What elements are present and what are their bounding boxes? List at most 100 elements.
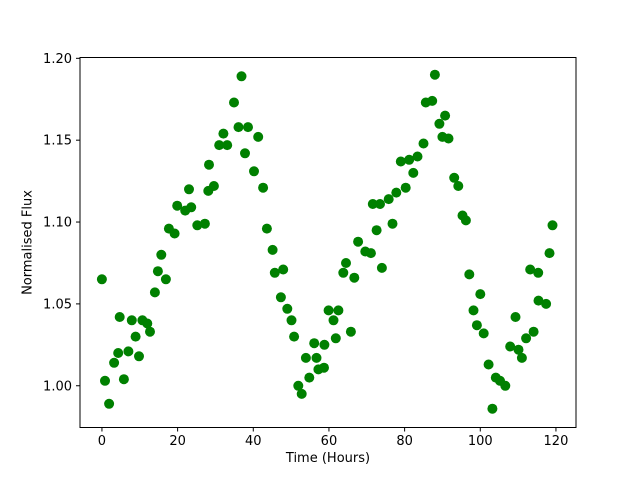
x-tick-label: 100 [468, 434, 493, 449]
axes-frame [79, 57, 577, 428]
x-tick-label: 40 [245, 434, 262, 449]
data-point [547, 220, 558, 231]
data-point [391, 187, 402, 198]
data-point [113, 348, 124, 358]
x-tick-label: 0 [98, 434, 106, 449]
data-point [533, 267, 544, 278]
data-point [104, 398, 115, 409]
data-point [152, 266, 163, 277]
y-axis-label: Normalised Flux [20, 190, 36, 295]
data-point [544, 248, 555, 259]
data-point [487, 403, 498, 414]
data-point [468, 305, 479, 316]
data-point [300, 352, 311, 363]
data-point [311, 352, 322, 363]
data-point [233, 122, 244, 133]
data-point [541, 298, 552, 309]
data-point [319, 362, 329, 373]
data-point [123, 346, 134, 357]
data-point [443, 133, 454, 144]
data-point [338, 267, 349, 278]
data-point [236, 71, 247, 82]
data-point [510, 312, 521, 322]
data-point [521, 333, 532, 344]
data-point [513, 344, 524, 355]
data-point [505, 341, 516, 352]
data-point [275, 292, 286, 303]
data-point [464, 269, 475, 280]
data-point [126, 315, 137, 326]
y-tick-label: 1.00 [43, 379, 72, 394]
data-point [500, 380, 511, 391]
data-point [528, 326, 539, 337]
data-point [186, 202, 197, 213]
data-point [192, 220, 203, 231]
data-point [341, 258, 351, 268]
data-point [145, 326, 155, 337]
data-point [516, 352, 527, 363]
data-point [449, 172, 460, 183]
x-tick-label: 20 [169, 434, 186, 449]
data-point [400, 182, 411, 193]
data-point [395, 156, 406, 167]
data-point [408, 167, 419, 178]
data-point [218, 128, 229, 139]
data-point [404, 154, 415, 165]
data-point [261, 223, 272, 234]
data-point [249, 166, 259, 177]
y-tick-label: 1.10 [43, 216, 72, 231]
data-point [349, 272, 360, 283]
y-tick-label: 1.05 [43, 297, 72, 312]
data-point [142, 318, 153, 329]
y-tick-label: 1.15 [43, 134, 72, 149]
data-point [376, 262, 387, 273]
data-point [440, 110, 451, 121]
data-point [149, 287, 160, 298]
data-point [330, 333, 341, 344]
data-point [418, 138, 429, 149]
y-tick-label: 1.20 [43, 52, 72, 67]
data-point [134, 351, 144, 362]
data-point [478, 328, 489, 339]
data-point [96, 274, 107, 285]
data-point [199, 218, 210, 229]
data-point [229, 97, 239, 108]
data-point [169, 228, 180, 239]
data-point [258, 182, 269, 193]
data-point [427, 95, 438, 106]
data-point [269, 267, 280, 278]
data-point [286, 315, 297, 326]
data-point [429, 69, 440, 80]
data-point [296, 388, 307, 399]
data-point [367, 199, 378, 209]
data-point [365, 248, 376, 259]
data-point [289, 331, 300, 342]
data-point [304, 372, 315, 383]
data-point [118, 374, 129, 385]
data-point [109, 357, 120, 368]
data-point [267, 244, 278, 255]
data-point [309, 338, 320, 349]
data-point [100, 375, 110, 386]
data-point [475, 289, 486, 300]
data-point [387, 218, 398, 229]
data-point [323, 305, 334, 316]
x-axis-label: Time (Hours) [285, 451, 371, 466]
data-point [130, 331, 141, 342]
data-point [525, 264, 536, 275]
data-point [328, 315, 339, 326]
data-point [319, 339, 330, 350]
data-point [184, 184, 194, 195]
data-point [214, 140, 225, 151]
data-point [243, 122, 253, 133]
data-point [371, 225, 382, 236]
data-point [333, 305, 344, 316]
data-point [460, 215, 471, 226]
data-point [156, 249, 167, 260]
data-point [471, 320, 482, 331]
x-tick-label: 80 [396, 434, 413, 449]
data-point [222, 140, 233, 151]
data-point [204, 159, 214, 170]
